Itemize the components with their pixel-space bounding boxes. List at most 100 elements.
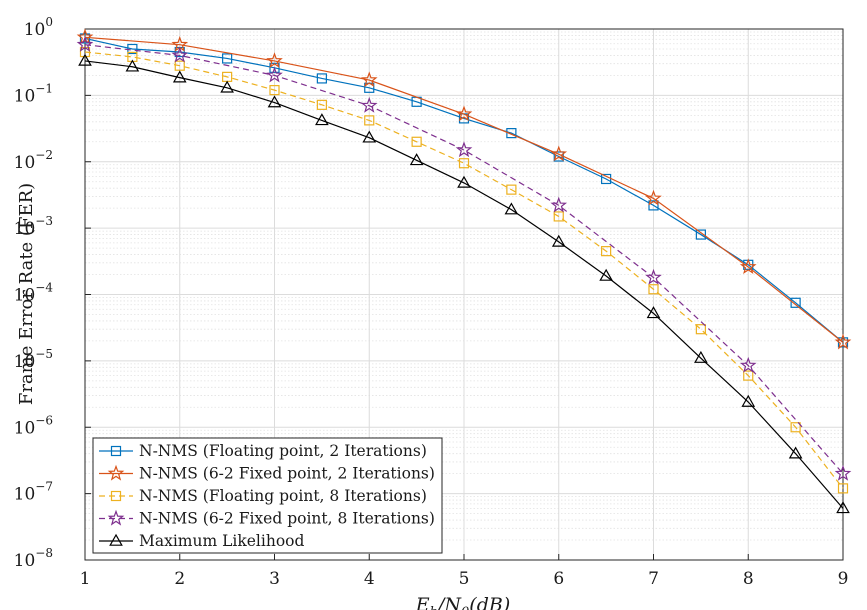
legend-label: N-NMS (6-2 Fixed point, 8 Iterations)	[139, 510, 435, 528]
data-point-square	[790, 297, 801, 308]
y-tick-label: 100	[24, 15, 53, 40]
data-point-star	[266, 66, 283, 83]
y-tick-label: 10−2	[14, 148, 53, 173]
data-point-square	[316, 73, 327, 84]
legend-marker-square	[110, 445, 122, 457]
data-point-triangle	[457, 175, 471, 188]
data-point-star	[550, 196, 568, 213]
data-point-triangle	[694, 350, 708, 363]
data-point-triangle	[315, 113, 329, 126]
data-point-square	[601, 246, 612, 257]
y-tick-label: 10−8	[14, 546, 53, 571]
x-tick-label: 3	[269, 569, 280, 589]
series-lines	[76, 28, 852, 514]
data-point-square	[458, 158, 470, 169]
data-point-star	[739, 356, 757, 373]
y-tick-label: 10−6	[14, 413, 53, 438]
series-3	[79, 46, 849, 494]
legend-item: N-NMS (Floating point, 2 Iterations)	[99, 442, 427, 460]
x-tick-label: 2	[174, 569, 185, 589]
data-point-square	[316, 99, 327, 110]
data-point-triangle	[646, 306, 661, 319]
x-tick-label: 1	[80, 569, 91, 589]
data-point-star	[834, 333, 852, 350]
series-line	[84, 60, 844, 509]
data-point-star	[266, 52, 283, 69]
data-point-star	[834, 464, 852, 481]
data-point-triangle	[125, 59, 140, 72]
legend-marker-star	[107, 464, 125, 481]
data-point-square	[695, 324, 706, 335]
legend-item: N-NMS (6-2 Fixed point, 2 Iterations)	[99, 465, 435, 483]
data-point-triangle	[362, 130, 377, 143]
series-4	[76, 35, 852, 481]
ticks: 1 2 3 4 5 6 7 8 9 100 10−1 10−2 10−3 10−4 10−5 10−6 10−7…	[14, 15, 849, 589]
legend-marker-triangle	[109, 533, 123, 546]
x-tick-label: 9	[838, 569, 849, 589]
data-point-star	[645, 189, 662, 206]
data-point-square	[364, 115, 375, 126]
data-point-triangle	[172, 70, 187, 83]
data-point-square	[790, 422, 801, 433]
data-point-square	[222, 53, 233, 64]
y-tick-label: 10−5	[14, 347, 53, 372]
x-tick-label: 8	[743, 569, 754, 589]
data-point-star	[739, 258, 757, 275]
series-line	[84, 44, 844, 475]
data-point-star	[360, 96, 378, 113]
data-point-triangle	[741, 394, 756, 407]
data-point-star	[171, 46, 189, 63]
x-tick-label: 5	[459, 569, 470, 589]
svg-text:Eb/N0(dB): Eb/N0(dB)	[415, 594, 510, 610]
data-point-triangle	[220, 80, 234, 93]
legend-item: N-NMS (Floating point, 8 Iterations)	[99, 487, 427, 505]
data-point-star	[360, 71, 378, 88]
data-point-square	[743, 370, 754, 381]
x-tick-label: 4	[364, 569, 375, 589]
data-point-star	[76, 28, 94, 45]
data-point-square	[553, 211, 564, 222]
y-tick-label: 10−1	[14, 81, 53, 106]
y-tick-label: 10−7	[14, 480, 53, 505]
data-point-star	[550, 145, 568, 162]
data-point-star	[645, 268, 662, 285]
data-point-square	[174, 60, 185, 71]
data-point-star	[455, 105, 473, 122]
legend-item: Maximum Likelihood	[99, 532, 304, 550]
legend-marker-square	[110, 490, 122, 502]
data-point-star	[76, 35, 94, 52]
data-point-triangle	[599, 268, 613, 281]
series-5	[78, 53, 850, 514]
data-point-triangle	[504, 202, 519, 215]
data-point-square	[648, 284, 659, 295]
data-point-triangle	[78, 53, 92, 66]
x-tick-label: 7	[648, 569, 659, 589]
legend-label: N-NMS (Floating point, 8 Iterations)	[139, 487, 427, 505]
data-point-triangle	[788, 446, 803, 459]
data-point-star	[455, 141, 473, 158]
legend: N-NMS (Floating point, 2 Iterations) N-NM…	[92, 437, 443, 554]
data-point-triangle	[836, 501, 850, 514]
legend-label: N-NMS (Floating point, 2 Iterations)	[139, 442, 427, 460]
x-axis-label: Eb/N0(dB)	[415, 594, 510, 610]
legend-item: N-NMS (6-2 Fixed point, 8 Iterations)	[99, 510, 435, 528]
y-tick-label: 10−3	[14, 214, 53, 239]
y-tick-label: 10−4	[14, 281, 54, 306]
data-point-square	[695, 229, 706, 240]
data-point-square	[837, 483, 849, 494]
data-point-square	[506, 128, 517, 139]
legend-label: N-NMS (6-2 Fixed point, 2 Iterations)	[139, 465, 435, 483]
legend-label: Maximum Likelihood	[139, 532, 304, 550]
series-line	[84, 36, 844, 343]
y-axis-label: Frame Error Rate (FER)	[16, 183, 37, 405]
data-point-square	[411, 136, 422, 147]
legend-marker-star	[107, 509, 125, 526]
x-tick-label: 6	[553, 569, 564, 589]
legend-box	[92, 437, 443, 554]
data-point-square	[506, 184, 517, 195]
data-point-triangle	[551, 234, 566, 247]
data-point-triangle	[267, 95, 282, 108]
data-point-triangle	[409, 153, 424, 166]
data-point-square	[79, 33, 91, 44]
